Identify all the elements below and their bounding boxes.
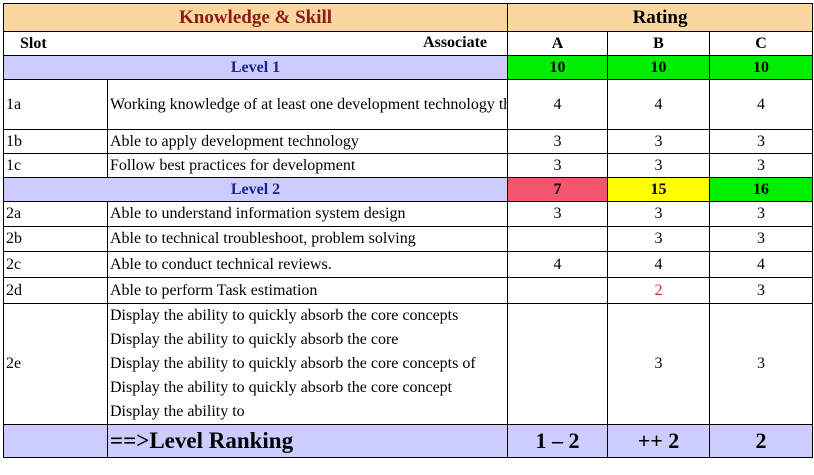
skill-description: Able to technical troubleshoot, problem … [106,226,509,252]
rating-b: 3 [607,129,711,154]
rating-b: 3 [607,303,711,425]
slot-cell: 2c [3,251,108,278]
slot-cell: 1c [3,153,108,178]
slot-header: Slot [20,34,47,52]
rating-b: 3 [607,226,711,252]
rating-c: 3 [709,153,814,178]
ranking-b: ++ 2 [607,424,711,458]
skill-description: Able to perform Task estimation [106,277,509,304]
slot-cell: 1a [3,79,108,130]
rating-c: 4 [709,79,814,130]
skill-description: Follow best practices for development [106,153,509,178]
rating-c: 3 [709,129,814,154]
skill-description: Working knowledge of at least one develo… [106,79,509,130]
level-2-label: Level 2 [2,177,509,202]
rating-a: 4 [507,251,609,278]
rating-a [507,277,609,304]
knowledge-skill-header: Knowledge & Skill [2,3,509,32]
description-line: Display the ability to quickly absorb th… [110,355,476,372]
rating-a [507,303,609,425]
description-line: Display the ability to [110,403,245,420]
skill-description-multiline: Display the ability to quickly absorb th… [106,303,509,425]
slot-cell: 2b [3,226,108,252]
slot-cell: 2e [3,303,108,425]
rating-a: 3 [507,201,609,227]
ranking-a: 1 – 2 [507,424,609,458]
slot-cell: 2d [3,277,108,304]
description-line: Display the ability to quickly absorb th… [110,379,453,396]
rating-c: 4 [709,251,814,278]
description-line: Display the ability to quickly absorb th… [110,307,459,324]
level-2-total-a: 7 [507,177,609,202]
ranking-blank-cell [3,424,108,458]
rating-a: 3 [507,153,609,178]
rating-c: 3 [709,277,814,304]
level-1-label: Level 1 [2,55,509,80]
skill-description: Able to apply development technology [106,129,509,154]
col-c-header: C [709,31,814,56]
rating-a [507,226,609,252]
rating-b: 3 [607,201,711,227]
associate-header: Associate [423,34,488,51]
rating-c: 3 [709,201,814,227]
skill-description: Able to understand information system de… [106,201,509,227]
rating-c: 3 [709,226,814,252]
rating-a: 3 [507,129,609,154]
col-a-header: A [507,31,609,56]
level-1-total-a: 10 [507,55,609,80]
rating-b: 4 [607,79,711,130]
rating-a: 4 [507,79,609,130]
level-1-total-b: 10 [607,55,711,80]
slot-cell: 2a [3,201,108,227]
col-b-header: B [607,31,711,56]
rating-header: Rating [507,3,814,32]
description-line: Display the ability to quickly absorb th… [110,331,399,348]
skill-rating-table: Knowledge & Skill Rating Slot Associate … [2,3,814,458]
rating-c: 3 [709,303,814,425]
slot-cell: 1b [3,129,108,154]
level-2-total-c: 16 [709,177,814,202]
level-ranking-label: ==>Level Ranking [106,424,509,458]
rating-b: 2 [607,277,711,304]
rating-b: 3 [607,153,711,178]
level-2-total-b: 15 [607,177,711,202]
skill-description: Able to conduct technical reviews. [106,251,509,278]
level-1-total-c: 10 [709,55,814,80]
slot-associate-header: Slot Associate [2,31,509,56]
ranking-c: 2 [709,424,814,458]
rating-b: 4 [607,251,711,278]
